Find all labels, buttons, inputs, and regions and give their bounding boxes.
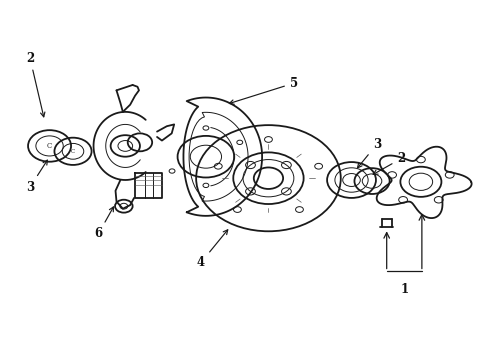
Text: 3: 3: [26, 160, 48, 194]
Text: 2: 2: [373, 152, 406, 174]
Text: 2: 2: [26, 51, 45, 117]
Text: 3: 3: [358, 138, 381, 168]
Text: 6: 6: [95, 207, 114, 240]
Text: 5: 5: [229, 77, 298, 104]
Text: 4: 4: [197, 230, 228, 269]
Text: C: C: [71, 149, 75, 154]
Text: C: C: [47, 142, 52, 150]
Text: 1: 1: [400, 283, 408, 296]
